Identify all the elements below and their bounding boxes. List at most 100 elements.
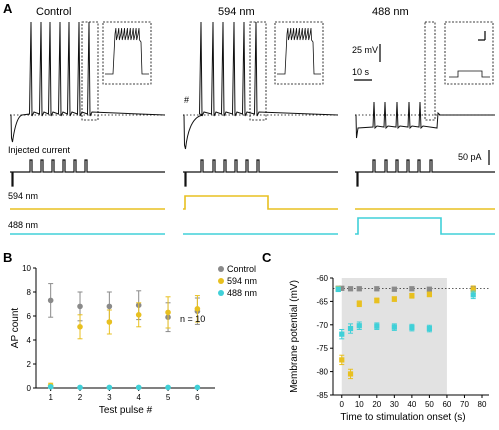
legend-marker bbox=[218, 266, 224, 272]
inset-box-control bbox=[102, 21, 152, 85]
selection-box-594 bbox=[249, 21, 267, 121]
data-point bbox=[135, 312, 142, 318]
x-tick-label: 80 bbox=[478, 400, 487, 409]
data-point bbox=[374, 286, 380, 292]
scale-label-pa: 50 pA bbox=[458, 152, 482, 162]
y-tick-label: 2 bbox=[27, 360, 32, 369]
x-tick-label: 6 bbox=[195, 393, 200, 402]
data-point bbox=[409, 293, 415, 299]
selection-box-control bbox=[81, 21, 99, 121]
data-point bbox=[339, 331, 345, 337]
data-point bbox=[347, 371, 354, 377]
series-488-nm bbox=[335, 286, 476, 340]
inset-trace-488 bbox=[449, 70, 490, 78]
light-stimulus-traces bbox=[10, 195, 495, 235]
x-tick-label: 10 bbox=[355, 400, 364, 409]
legend-label: 594 nm bbox=[227, 276, 257, 286]
inset-trace-594 bbox=[277, 27, 321, 75]
data-point bbox=[356, 286, 362, 292]
data-point bbox=[409, 325, 415, 331]
scale-label-mv: 25 mV bbox=[352, 45, 378, 55]
inset-traces bbox=[105, 27, 490, 78]
legend: Control 594 nm 488 nm bbox=[218, 264, 257, 298]
rebound-marker: # bbox=[184, 95, 189, 105]
x-tick-label: 1 bbox=[48, 393, 53, 402]
data-point bbox=[347, 325, 354, 332]
data-point bbox=[77, 303, 83, 310]
data-point bbox=[409, 286, 415, 292]
y-tick-label: -75 bbox=[316, 344, 328, 353]
y-tick-label: 8 bbox=[27, 288, 32, 297]
inset-box-488 bbox=[444, 21, 494, 85]
light-594-step bbox=[183, 195, 338, 210]
legend-label: 488 nm bbox=[227, 288, 257, 298]
x-tick-label: 4 bbox=[136, 393, 141, 402]
y-tick-label: -60 bbox=[316, 274, 328, 283]
data-point bbox=[77, 324, 83, 330]
column-title-control: Control bbox=[36, 6, 71, 18]
x-tick-label: 40 bbox=[407, 400, 416, 409]
panel-c: C -60 -65 -70 -75 -80 -85 0 10 20 30 40 50 60 70 80 Tim… bbox=[262, 250, 489, 423]
voltage-traces bbox=[10, 21, 495, 150]
x-tick-label: 5 bbox=[166, 393, 171, 402]
legend-marker bbox=[218, 278, 224, 284]
y-tick-label: -80 bbox=[316, 368, 328, 377]
data-point bbox=[339, 285, 345, 291]
data-point bbox=[106, 319, 113, 325]
series-488-nm bbox=[47, 384, 201, 391]
y-axis-title: Membrane potential (mV) bbox=[289, 280, 300, 393]
data-point bbox=[135, 384, 142, 391]
y-tick-label: 4 bbox=[27, 336, 32, 345]
current-trace-control bbox=[10, 159, 165, 187]
series-control bbox=[47, 283, 201, 333]
data-point bbox=[391, 324, 397, 330]
data-point bbox=[47, 384, 54, 390]
data-point bbox=[335, 286, 341, 292]
panel-c-letter: C bbox=[262, 250, 272, 265]
y-tick-label: 0 bbox=[27, 384, 32, 393]
data-point bbox=[426, 286, 433, 292]
x-tick-label: 30 bbox=[390, 400, 399, 409]
data-point bbox=[470, 292, 476, 298]
data-point bbox=[194, 384, 201, 391]
y-tick-label: 10 bbox=[22, 264, 31, 273]
data-point bbox=[165, 384, 171, 391]
y-tick-label: -85 bbox=[316, 391, 328, 400]
scale-label-s: 10 s bbox=[352, 67, 370, 77]
membrane-potential-plot: -60 -65 -70 -75 -80 -85 0 10 20 30 40 50 60 70 80 Time … bbox=[289, 274, 489, 423]
panel-a-letter: A bbox=[3, 1, 13, 16]
x-tick-label: 0 bbox=[340, 400, 345, 409]
injected-current-label: Injected current bbox=[8, 145, 71, 155]
y-tick-label: -70 bbox=[316, 321, 328, 330]
x-tick-label: 60 bbox=[442, 400, 451, 409]
x-tick-label: 70 bbox=[460, 400, 469, 409]
data-point bbox=[470, 287, 476, 293]
data-point bbox=[347, 286, 354, 292]
data-point bbox=[77, 384, 83, 391]
current-traces bbox=[10, 159, 495, 187]
light-488-step bbox=[355, 217, 495, 235]
panel-b-letter: B bbox=[3, 250, 12, 265]
voltage-trace-594 bbox=[183, 21, 339, 150]
data-point bbox=[374, 323, 380, 329]
data-point bbox=[47, 297, 54, 304]
legend-label: Control bbox=[227, 264, 256, 274]
selection-box-488 bbox=[424, 21, 436, 121]
data-point bbox=[356, 323, 362, 329]
inset-trace-control bbox=[105, 27, 149, 75]
column-title-594: 594 nm bbox=[218, 6, 255, 18]
data-point bbox=[106, 303, 113, 310]
x-axis-title: Test pulse # bbox=[99, 405, 153, 416]
column-title-488: 488 nm bbox=[372, 6, 409, 18]
data-point bbox=[194, 306, 201, 312]
inset-box-594 bbox=[274, 21, 324, 85]
data-point bbox=[374, 297, 380, 304]
x-tick-label: 3 bbox=[107, 393, 112, 402]
legend-marker bbox=[218, 290, 224, 296]
data-point bbox=[426, 325, 433, 332]
data-point bbox=[165, 309, 171, 316]
voltage-trace-control bbox=[10, 21, 166, 143]
